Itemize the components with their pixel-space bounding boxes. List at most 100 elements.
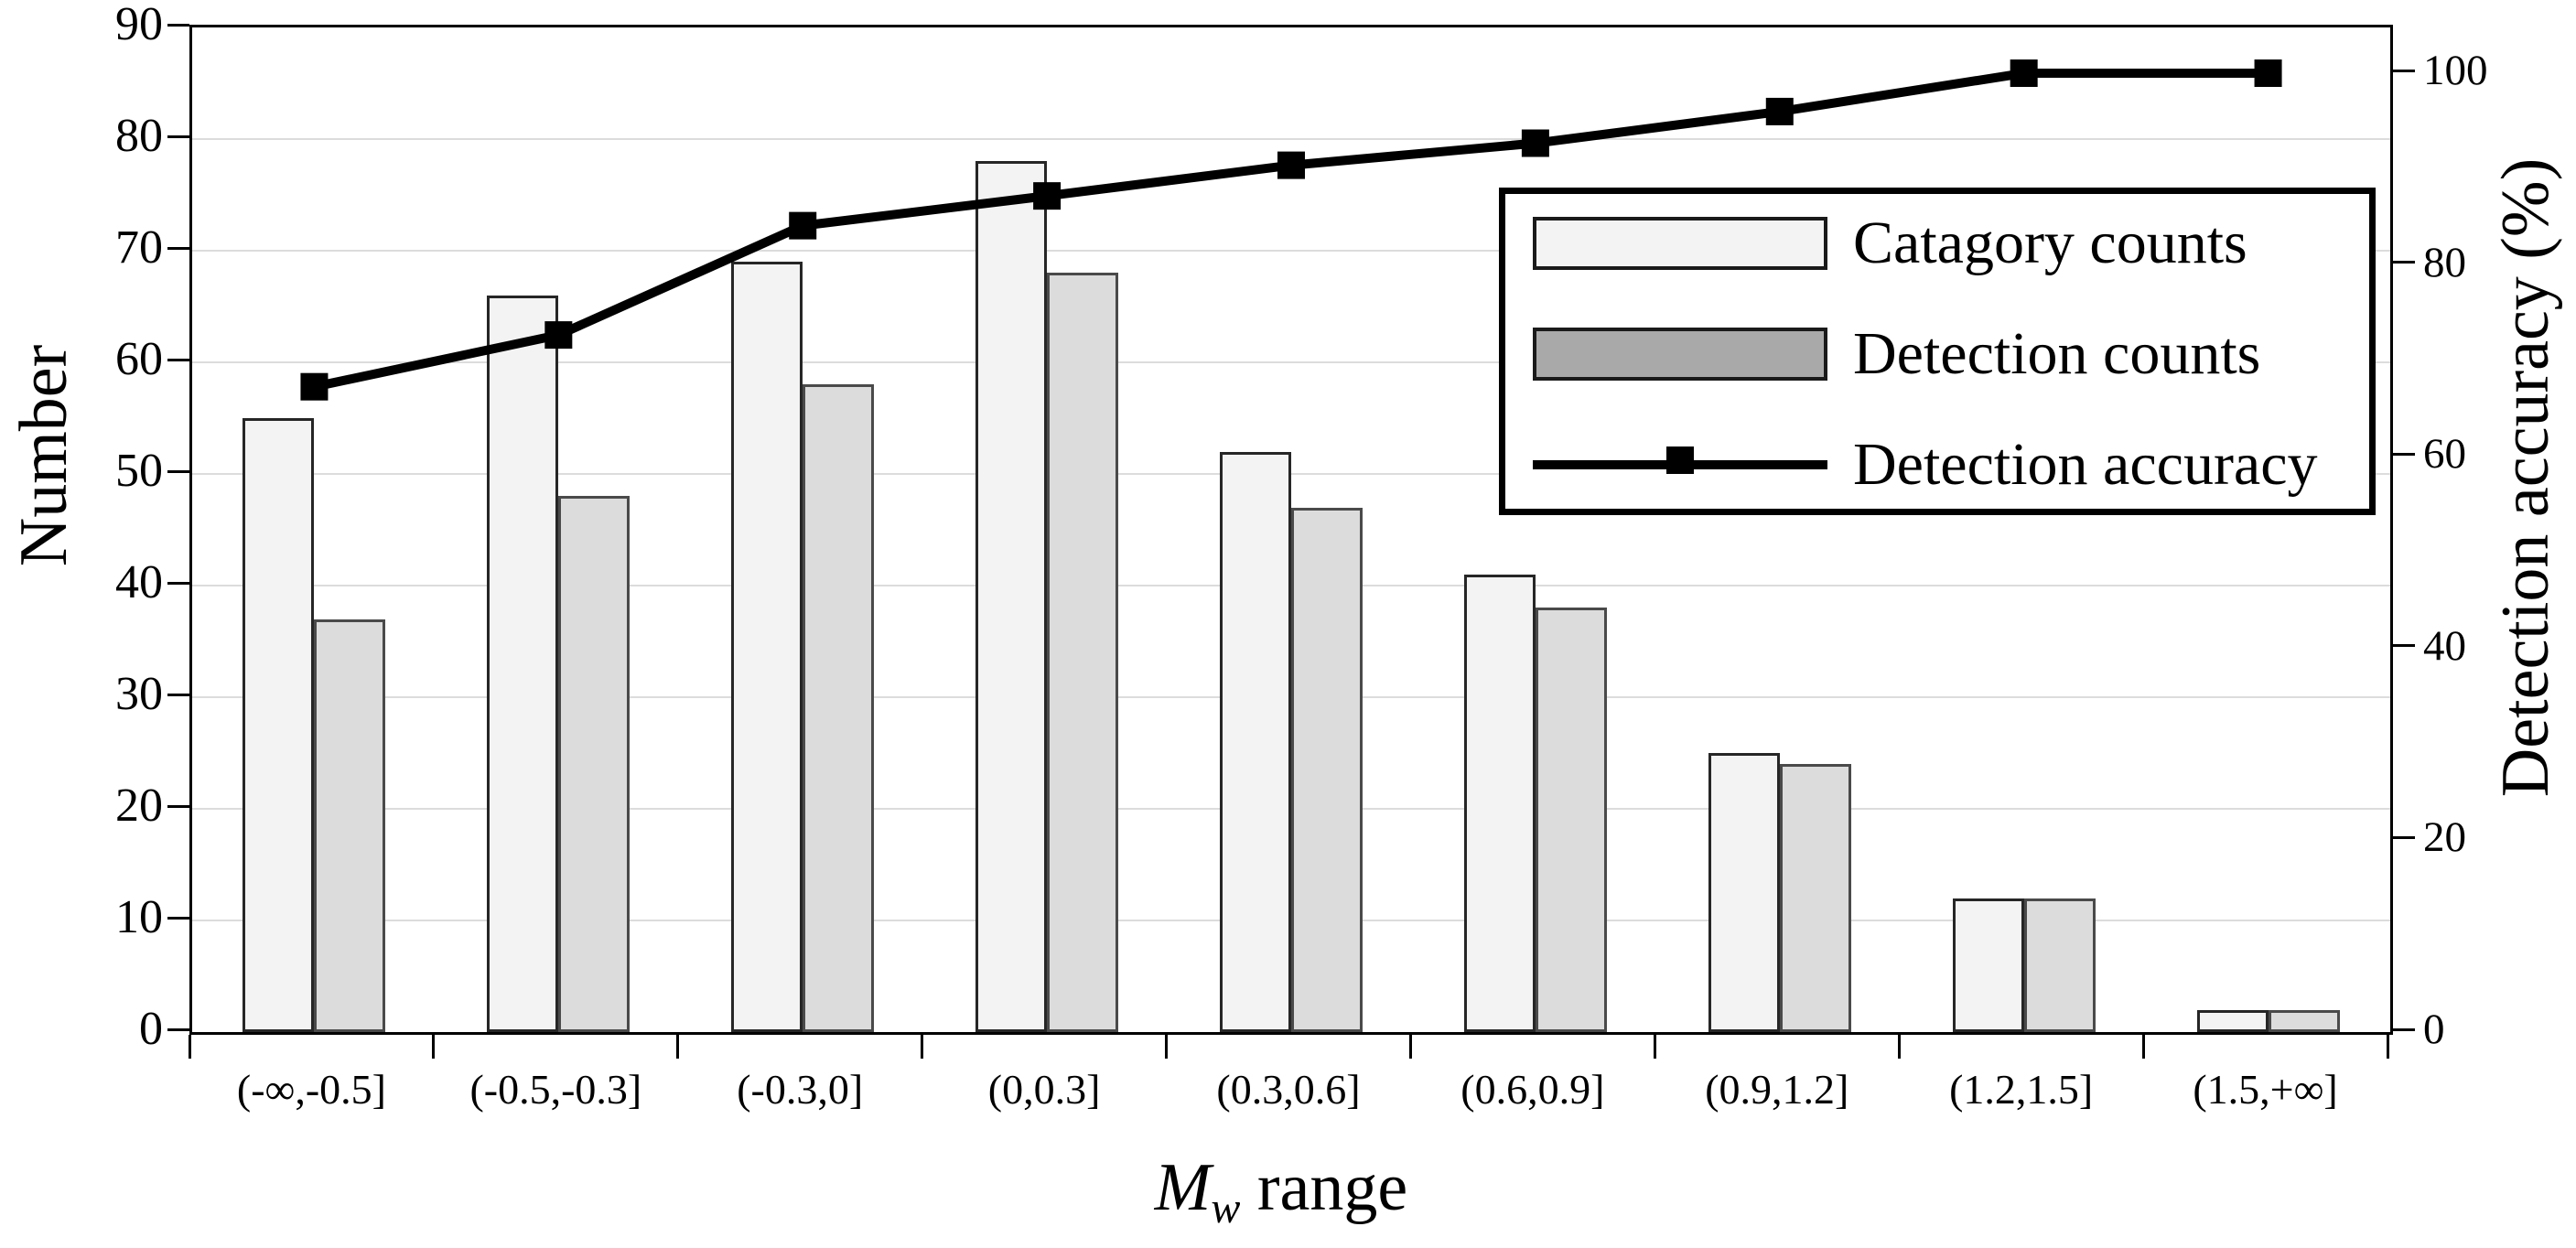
- right-tick-mark: [2393, 452, 2415, 456]
- bar-category-counts: [2196, 1009, 2269, 1032]
- legend-item-detection-accuracy: Detection accuracy: [1505, 428, 2369, 501]
- x-category-label: (1.5,+∞]: [2193, 1066, 2338, 1113]
- legend-label-detection-counts: Detection counts: [1853, 320, 2261, 387]
- legend-item-detection-counts: Detection counts: [1505, 317, 2369, 391]
- left-tick-mark: [167, 581, 189, 585]
- legend-label-detection-accuracy: Detection accuracy: [1853, 431, 2318, 498]
- accuracy-marker: [1765, 97, 1794, 125]
- left-tick-mark: [167, 23, 189, 27]
- bar-detection-counts: [1291, 507, 1363, 1032]
- x-tick-mark: [921, 1035, 924, 1059]
- right-tick-label: 80: [2423, 238, 2466, 286]
- bar-category-counts: [1952, 898, 2024, 1032]
- bar-detection-counts: [803, 384, 875, 1032]
- left-tick-mark: [167, 1027, 189, 1031]
- x-category-label: (0.3,0.6]: [1216, 1066, 1361, 1113]
- legend-swatch-detection-counts: [1533, 328, 1827, 381]
- legend-item-category-counts: Catagory counts: [1505, 207, 2369, 280]
- left-tick-label: 50: [115, 445, 163, 497]
- bar-detection-counts: [558, 496, 631, 1032]
- accuracy-marker: [1033, 182, 1062, 210]
- plot-area: Catagory counts Detection counts Detecti…: [189, 25, 2393, 1035]
- accuracy-marker: [2254, 59, 2282, 87]
- left-tick-label: 60: [115, 333, 163, 385]
- bar-detection-counts: [314, 619, 386, 1032]
- x-tick-mark: [2141, 1035, 2145, 1059]
- legend-swatch-category-counts: [1533, 217, 1827, 270]
- x-tick-mark: [1165, 1035, 1169, 1059]
- x-category-label: (-0.5,-0.3]: [469, 1066, 642, 1113]
- left-tick-mark: [167, 134, 189, 138]
- x-tick-mark: [1653, 1035, 1656, 1059]
- right-tick-label: 40: [2423, 621, 2466, 670]
- left-tick-label: 90: [115, 0, 163, 50]
- x-title-subscript: w: [1211, 1184, 1241, 1232]
- right-tick-mark: [2393, 644, 2415, 648]
- bar-category-counts: [487, 295, 559, 1032]
- x-tick-mark: [1408, 1035, 1412, 1059]
- left-tick-label: 0: [139, 1003, 163, 1055]
- x-tick-mark: [188, 1035, 191, 1059]
- left-tick-label: 70: [115, 221, 163, 274]
- right-tick-label: 20: [2423, 813, 2466, 862]
- x-tick-mark: [1897, 1035, 1901, 1059]
- right-axis-title: Detection accuracy (%): [2488, 157, 2563, 798]
- bar-detection-counts: [1047, 273, 1119, 1032]
- gridline: [192, 250, 2390, 252]
- bar-detection-counts: [1779, 764, 1851, 1032]
- accuracy-marker: [544, 321, 573, 350]
- x-category-label: (-0.3,0]: [737, 1066, 864, 1113]
- right-tick-mark: [2393, 261, 2415, 264]
- bar-category-counts: [975, 161, 1048, 1032]
- gridline: [192, 361, 2390, 363]
- right-tick-mark: [2393, 1027, 2415, 1031]
- x-axis-title: Mw range: [1007, 1151, 1556, 1245]
- legend-square-marker-icon: [1666, 446, 1694, 474]
- left-tick-label: 20: [115, 780, 163, 832]
- bar-detection-counts: [1535, 608, 1607, 1032]
- left-tick-label: 80: [115, 110, 163, 162]
- left-tick-label: 10: [115, 891, 163, 943]
- accuracy-marker: [2010, 59, 2038, 87]
- x-title-symbol: M: [1154, 1150, 1212, 1225]
- left-tick-mark: [167, 469, 189, 473]
- bar-detection-counts: [2268, 1009, 2340, 1032]
- bar-category-counts: [1708, 753, 1780, 1032]
- x-tick-mark: [2386, 1035, 2389, 1059]
- gridline: [192, 138, 2390, 140]
- x-category-label: (0.6,0.9]: [1460, 1066, 1605, 1113]
- accuracy-marker: [1521, 129, 1549, 157]
- left-tick-mark: [167, 804, 189, 808]
- left-tick-mark: [167, 358, 189, 361]
- left-tick-mark: [167, 246, 189, 250]
- x-category-label: (0,0.3]: [987, 1066, 1101, 1113]
- bar-category-counts: [1220, 451, 1291, 1032]
- bar-category-counts: [243, 418, 315, 1032]
- accuracy-line-layer: [300, 59, 2282, 401]
- x-category-label: (0.9,1.2]: [1705, 1066, 1849, 1113]
- bar-category-counts: [731, 262, 803, 1032]
- left-tick-mark: [167, 916, 189, 920]
- left-tick-label: 30: [115, 668, 163, 720]
- left-tick-label: 40: [115, 556, 163, 608]
- x-tick-mark: [432, 1035, 436, 1059]
- accuracy-marker: [300, 372, 329, 401]
- accuracy-marker: [789, 211, 817, 240]
- bar-detection-counts: [2023, 898, 2096, 1032]
- right-tick-mark: [2393, 835, 2415, 839]
- right-tick-label: 100: [2423, 47, 2488, 94]
- right-tick-mark: [2393, 69, 2415, 72]
- right-tick-label: 60: [2423, 430, 2466, 479]
- x-title-rest: range: [1240, 1150, 1408, 1225]
- legend-box: Catagory counts Detection counts Detecti…: [1499, 188, 2376, 515]
- accuracy-marker: [1277, 151, 1305, 179]
- gridline: [192, 473, 2390, 475]
- legend-label-category-counts: Catagory counts: [1853, 210, 2247, 276]
- right-tick-label: 0: [2423, 1006, 2445, 1053]
- bar-category-counts: [1463, 574, 1536, 1032]
- x-tick-mark: [676, 1035, 680, 1059]
- x-category-label: (-∞,-0.5]: [236, 1066, 386, 1113]
- left-tick-mark: [167, 693, 189, 696]
- x-category-label: (1.2,1.5]: [1949, 1066, 2094, 1113]
